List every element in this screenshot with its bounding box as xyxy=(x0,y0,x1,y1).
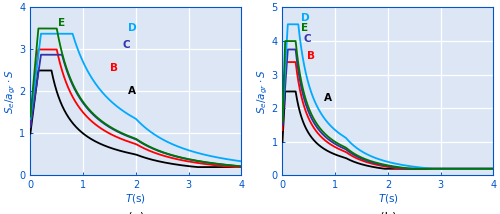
Y-axis label: $S_e/a_{gr}\cdot S$: $S_e/a_{gr}\cdot S$ xyxy=(256,69,270,114)
Text: A: A xyxy=(324,93,332,103)
Text: (b): (b) xyxy=(380,213,396,214)
Text: A: A xyxy=(128,86,136,97)
Text: E: E xyxy=(301,23,308,33)
Text: D: D xyxy=(128,24,136,33)
Y-axis label: $S_e/a_{gr}\cdot S$: $S_e/a_{gr}\cdot S$ xyxy=(4,69,18,114)
Text: (a): (a) xyxy=(128,213,144,214)
Text: B: B xyxy=(307,51,315,61)
Text: E: E xyxy=(58,18,65,28)
X-axis label: $T$(s): $T$(s) xyxy=(378,192,398,205)
Text: C: C xyxy=(304,34,311,44)
X-axis label: $T$(s): $T$(s) xyxy=(126,192,146,205)
Text: D: D xyxy=(301,13,310,22)
Text: B: B xyxy=(110,63,118,73)
Text: C: C xyxy=(122,40,130,50)
